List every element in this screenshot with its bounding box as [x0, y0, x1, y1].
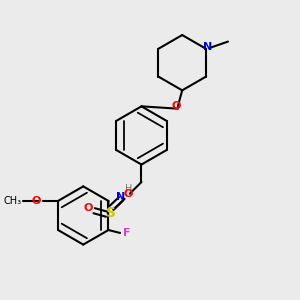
Text: CH₃: CH₃	[4, 196, 22, 206]
Text: H: H	[125, 184, 133, 194]
Text: O: O	[172, 101, 181, 111]
Text: N: N	[116, 192, 125, 202]
Text: O: O	[124, 190, 134, 200]
Text: O: O	[31, 196, 40, 206]
Text: S: S	[106, 206, 116, 220]
Text: O: O	[83, 203, 93, 213]
Text: N: N	[203, 42, 212, 52]
Text: F: F	[123, 228, 130, 238]
